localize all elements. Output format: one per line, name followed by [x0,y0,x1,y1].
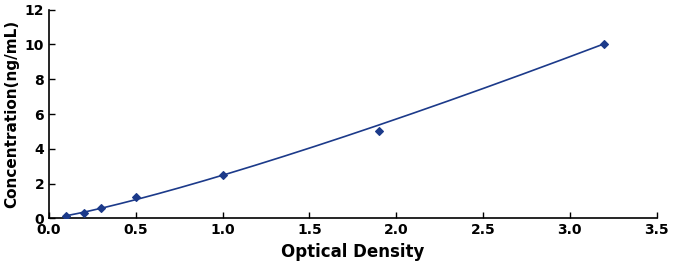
X-axis label: Optical Density: Optical Density [281,243,425,261]
Y-axis label: Concentration(ng/mL): Concentration(ng/mL) [4,20,19,208]
